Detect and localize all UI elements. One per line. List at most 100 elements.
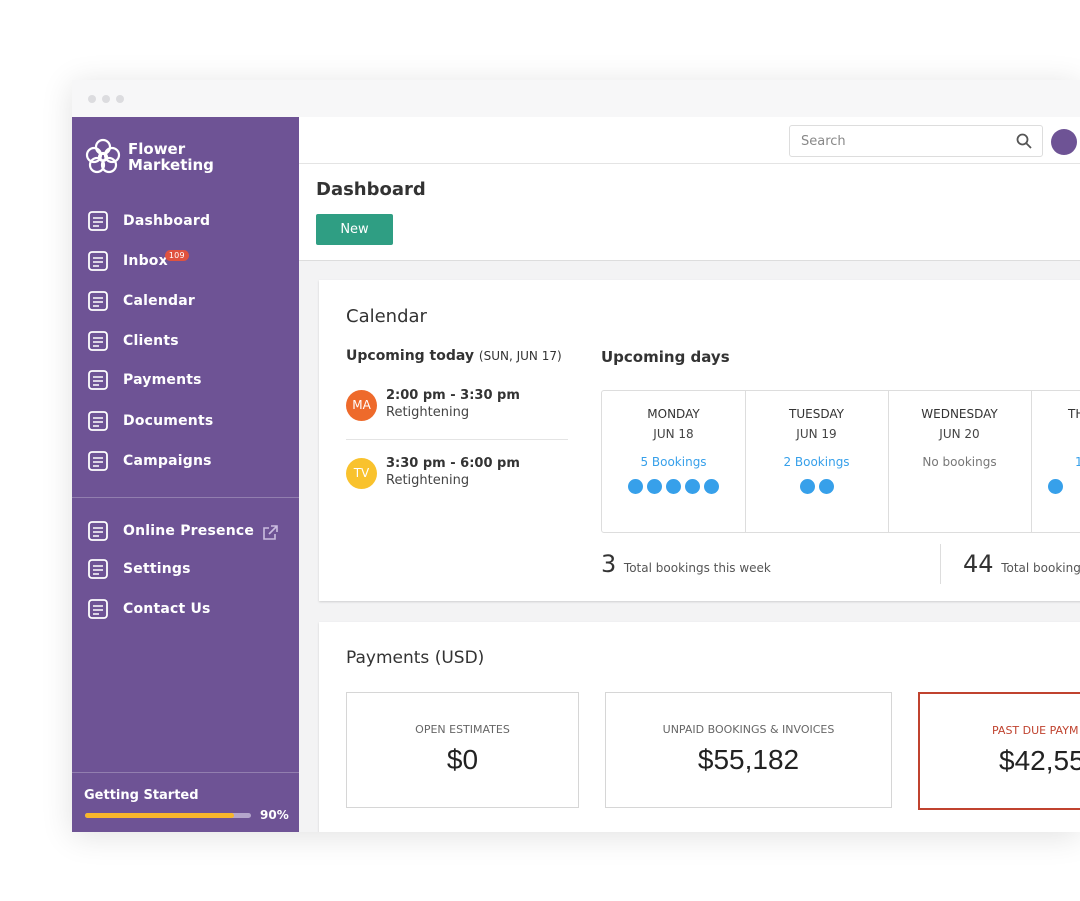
nav-label: Clients — [123, 333, 179, 349]
card-title: Payments (USD) — [346, 648, 484, 668]
nav-label: Documents — [123, 413, 214, 429]
total-value: 44 — [963, 550, 994, 578]
appointment-service: Retightening — [386, 473, 470, 488]
day-column: WEDNESDAY JUN 20 No bookings — [888, 391, 1032, 532]
title-bar — [72, 80, 1080, 118]
nav-item[interactable]: Payments — [86, 368, 202, 392]
day-column: TH 1 — [1031, 391, 1080, 532]
total-value: 3 — [601, 550, 617, 578]
booking-dot — [647, 479, 662, 494]
nav-label: Inbox — [123, 253, 168, 269]
days-grid: MONDAY JUN 18 5 Bookings TUESDAY JUN 19 2 Boo… — [601, 390, 1080, 533]
brand: Flower Marketing — [128, 141, 214, 173]
brand-line: Flower — [128, 140, 186, 158]
nav-item[interactable]: Documents — [86, 409, 213, 433]
day-name: TUESDAY — [789, 407, 844, 421]
booking-dots — [602, 479, 745, 495]
day-name: TH — [1068, 407, 1080, 421]
divider — [72, 772, 299, 773]
sidebar: Flower Marketing Dashboard Inbox 109 Calenda… — [72, 117, 299, 832]
day-date — [1031, 427, 1080, 441]
nav-label: Payments — [123, 372, 202, 388]
payment-label: PAST DUE PAYM — [992, 724, 1079, 737]
nav-label: Contact Us — [123, 601, 211, 617]
new-button[interactable]: New — [316, 214, 393, 245]
card-title-text: Payments — [346, 648, 430, 668]
payment-label: OPEN ESTIMATES — [415, 723, 510, 736]
divider — [346, 439, 568, 440]
app-window: Flower Marketing Dashboard Inbox 109 Calenda… — [72, 80, 1080, 832]
nav-item[interactable]: Calendar — [86, 289, 195, 313]
avatar-initials: TV — [346, 458, 377, 489]
nav-icon — [88, 291, 108, 311]
nav-icon — [88, 559, 108, 579]
booking-dot — [818, 479, 834, 494]
bookings-label: 2 Bookings — [783, 455, 850, 469]
nav-item[interactable]: Settings — [86, 557, 191, 581]
nav-label: Campaigns — [123, 453, 212, 469]
progress-label: 90% — [260, 808, 289, 822]
logo-icon — [85, 138, 121, 174]
external-link-icon — [263, 525, 278, 540]
day-name: WEDNESDAY — [921, 407, 998, 421]
nav-icon — [88, 599, 108, 619]
nav-label: Dashboard — [123, 213, 211, 229]
nav-icon — [88, 211, 108, 231]
nav-icon — [88, 370, 108, 390]
nav-icon — [88, 451, 108, 471]
nav-item[interactable]: Clients — [86, 329, 179, 353]
divider — [940, 544, 941, 584]
nav-icon — [88, 411, 108, 431]
day-column: MONDAY JUN 18 5 Bookings — [602, 391, 746, 532]
card-title: Calendar — [346, 306, 427, 327]
total-label: Total bookings this week — [623, 561, 771, 575]
bookings-label: No bookings — [922, 455, 997, 469]
day-date: JUN 20 — [939, 427, 980, 441]
avatar[interactable] — [1051, 129, 1077, 155]
window-dot — [116, 95, 124, 103]
getting-started-label: Getting Started — [84, 788, 199, 803]
booking-dot — [628, 479, 643, 494]
currency: (USD) — [434, 648, 485, 668]
nav-icon — [88, 251, 108, 271]
appointment-service: Retightening — [386, 405, 470, 420]
calendar-card: Calendar Upcoming today (SUN, JUN 17) MA… — [319, 280, 1080, 601]
total: 3 Total bookings this week — [601, 550, 771, 578]
window-dot — [102, 95, 110, 103]
booking-dot — [704, 479, 719, 494]
day-name: MONDAY — [647, 407, 700, 421]
total: 44 Total booking — [963, 550, 1080, 578]
payment-box: UNPAID BOOKINGS & INVOICES $55,182 — [605, 692, 892, 808]
nav-label: Online Presence — [123, 523, 255, 539]
divider — [299, 163, 1080, 164]
upcoming-heading: Upcoming days — [601, 348, 730, 366]
nav-item[interactable]: Contact Us — [86, 597, 211, 621]
nav-item[interactable]: Online Presence — [86, 519, 254, 543]
booking-dot — [799, 479, 815, 494]
day-date: JUN 19 — [796, 427, 837, 441]
total-label: Total booking — [1001, 561, 1080, 575]
booking-dot — [666, 479, 681, 494]
bookings-label: 1 — [1075, 455, 1080, 469]
nav-item[interactable]: Inbox 109 — [86, 249, 192, 273]
nav-label: Settings — [123, 561, 191, 577]
avatar-initials: MA — [346, 390, 377, 421]
booking-dot — [685, 479, 700, 494]
header: Search Dashboard New — [299, 117, 1080, 261]
day-column: TUESDAY JUN 19 2 Bookings — [745, 391, 889, 532]
nav-icon — [88, 521, 108, 541]
nav-item[interactable]: Dashboard — [86, 209, 210, 233]
inbox-badge: 109 — [164, 249, 189, 261]
appointment-time: 2:00 pm - 3:30 pm — [386, 388, 520, 403]
booking-dots — [745, 479, 888, 495]
progress-fill — [85, 813, 235, 818]
payment-amount: $42,55 — [999, 745, 1080, 776]
search-box[interactable]: Search — [789, 125, 1043, 157]
booking-dots — [1031, 479, 1080, 495]
nav-label: Calendar — [123, 293, 195, 309]
payments-card: Payments (USD) OPEN ESTIMATES $0 UNPAID B… — [319, 622, 1080, 832]
nav-item[interactable]: Campaigns — [86, 449, 212, 473]
day-date: JUN 18 — [653, 427, 694, 441]
page-title: Dashboard — [316, 179, 426, 200]
